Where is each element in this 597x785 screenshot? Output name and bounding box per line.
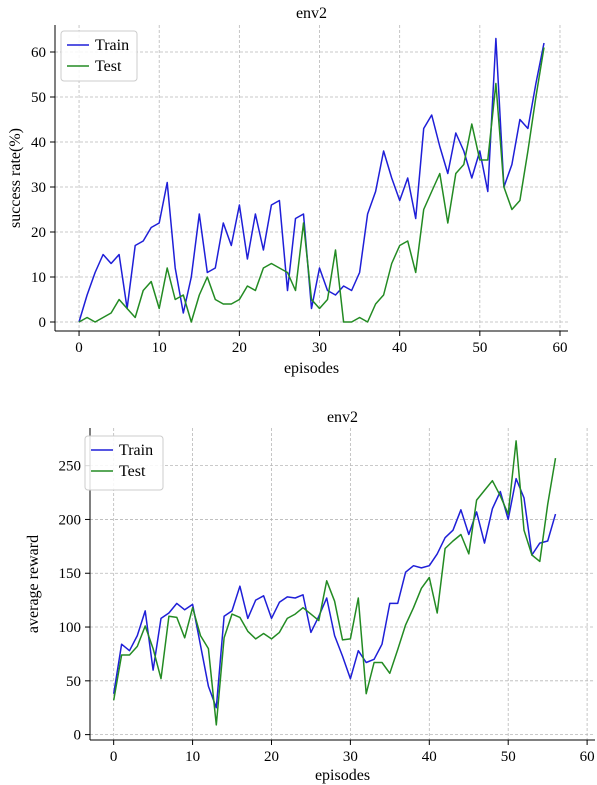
y-tick-label: 40 <box>31 135 46 151</box>
x-tick-label: 20 <box>232 340 247 356</box>
y-axis-label: success rate(%) <box>7 128 24 228</box>
y-tick-label: 50 <box>66 674 81 690</box>
x-tick-label: 50 <box>501 749 516 765</box>
y-tick-label: 50 <box>31 90 46 106</box>
x-tick-label: 40 <box>422 749 437 765</box>
y-tick-label: 250 <box>59 459 82 475</box>
chart-title: env2 <box>327 409 358 426</box>
legend-label-train: Train <box>119 442 153 459</box>
x-tick-label: 60 <box>580 749 595 765</box>
y-tick-label: 200 <box>59 512 82 528</box>
x-axis-label: episodes <box>315 767 370 784</box>
x-tick-label: 60 <box>552 340 567 356</box>
legend-label-test: Test <box>119 463 146 480</box>
y-tick-label: 150 <box>59 566 82 582</box>
average-reward-chart: 0 10 20 30 40 50 60 0 50 100 150 200 250 env2 episodes… <box>25 409 595 784</box>
x-tick-label: 10 <box>185 749 200 765</box>
y-tick-label: 30 <box>31 180 46 196</box>
legend-label-test: Test <box>95 58 122 75</box>
chart-title: env2 <box>296 5 327 22</box>
y-axis-label: average reward <box>25 535 42 633</box>
x-tick-label: 30 <box>343 749 358 765</box>
y-tick-label: 0 <box>74 728 82 744</box>
legend-box <box>60 30 138 82</box>
success-rate-chart: 0 10 20 30 40 50 60 0 10 20 30 40 50 60 env2 episodes su… <box>7 5 568 377</box>
y-tick-label: 60 <box>31 45 46 61</box>
legend-label-train: Train <box>95 37 129 54</box>
y-tick-label: 100 <box>59 620 82 636</box>
x-tick-label: 0 <box>75 340 83 356</box>
y-tick-label: 0 <box>39 315 47 331</box>
x-tick-label: 40 <box>392 340 407 356</box>
x-tick-label: 0 <box>110 749 118 765</box>
x-axis-label: episodes <box>284 360 339 377</box>
series-line-test <box>78 47 545 323</box>
y-tick-label: 20 <box>31 225 46 241</box>
series-line-train <box>78 37 545 323</box>
x-tick-label: 10 <box>152 340 167 356</box>
x-tick-label: 50 <box>472 340 487 356</box>
series-line-test <box>112 440 557 726</box>
x-tick-label: 20 <box>264 749 279 765</box>
series-line-train <box>112 477 557 709</box>
x-tick-label: 30 <box>312 340 327 356</box>
y-tick-label: 10 <box>31 270 46 286</box>
